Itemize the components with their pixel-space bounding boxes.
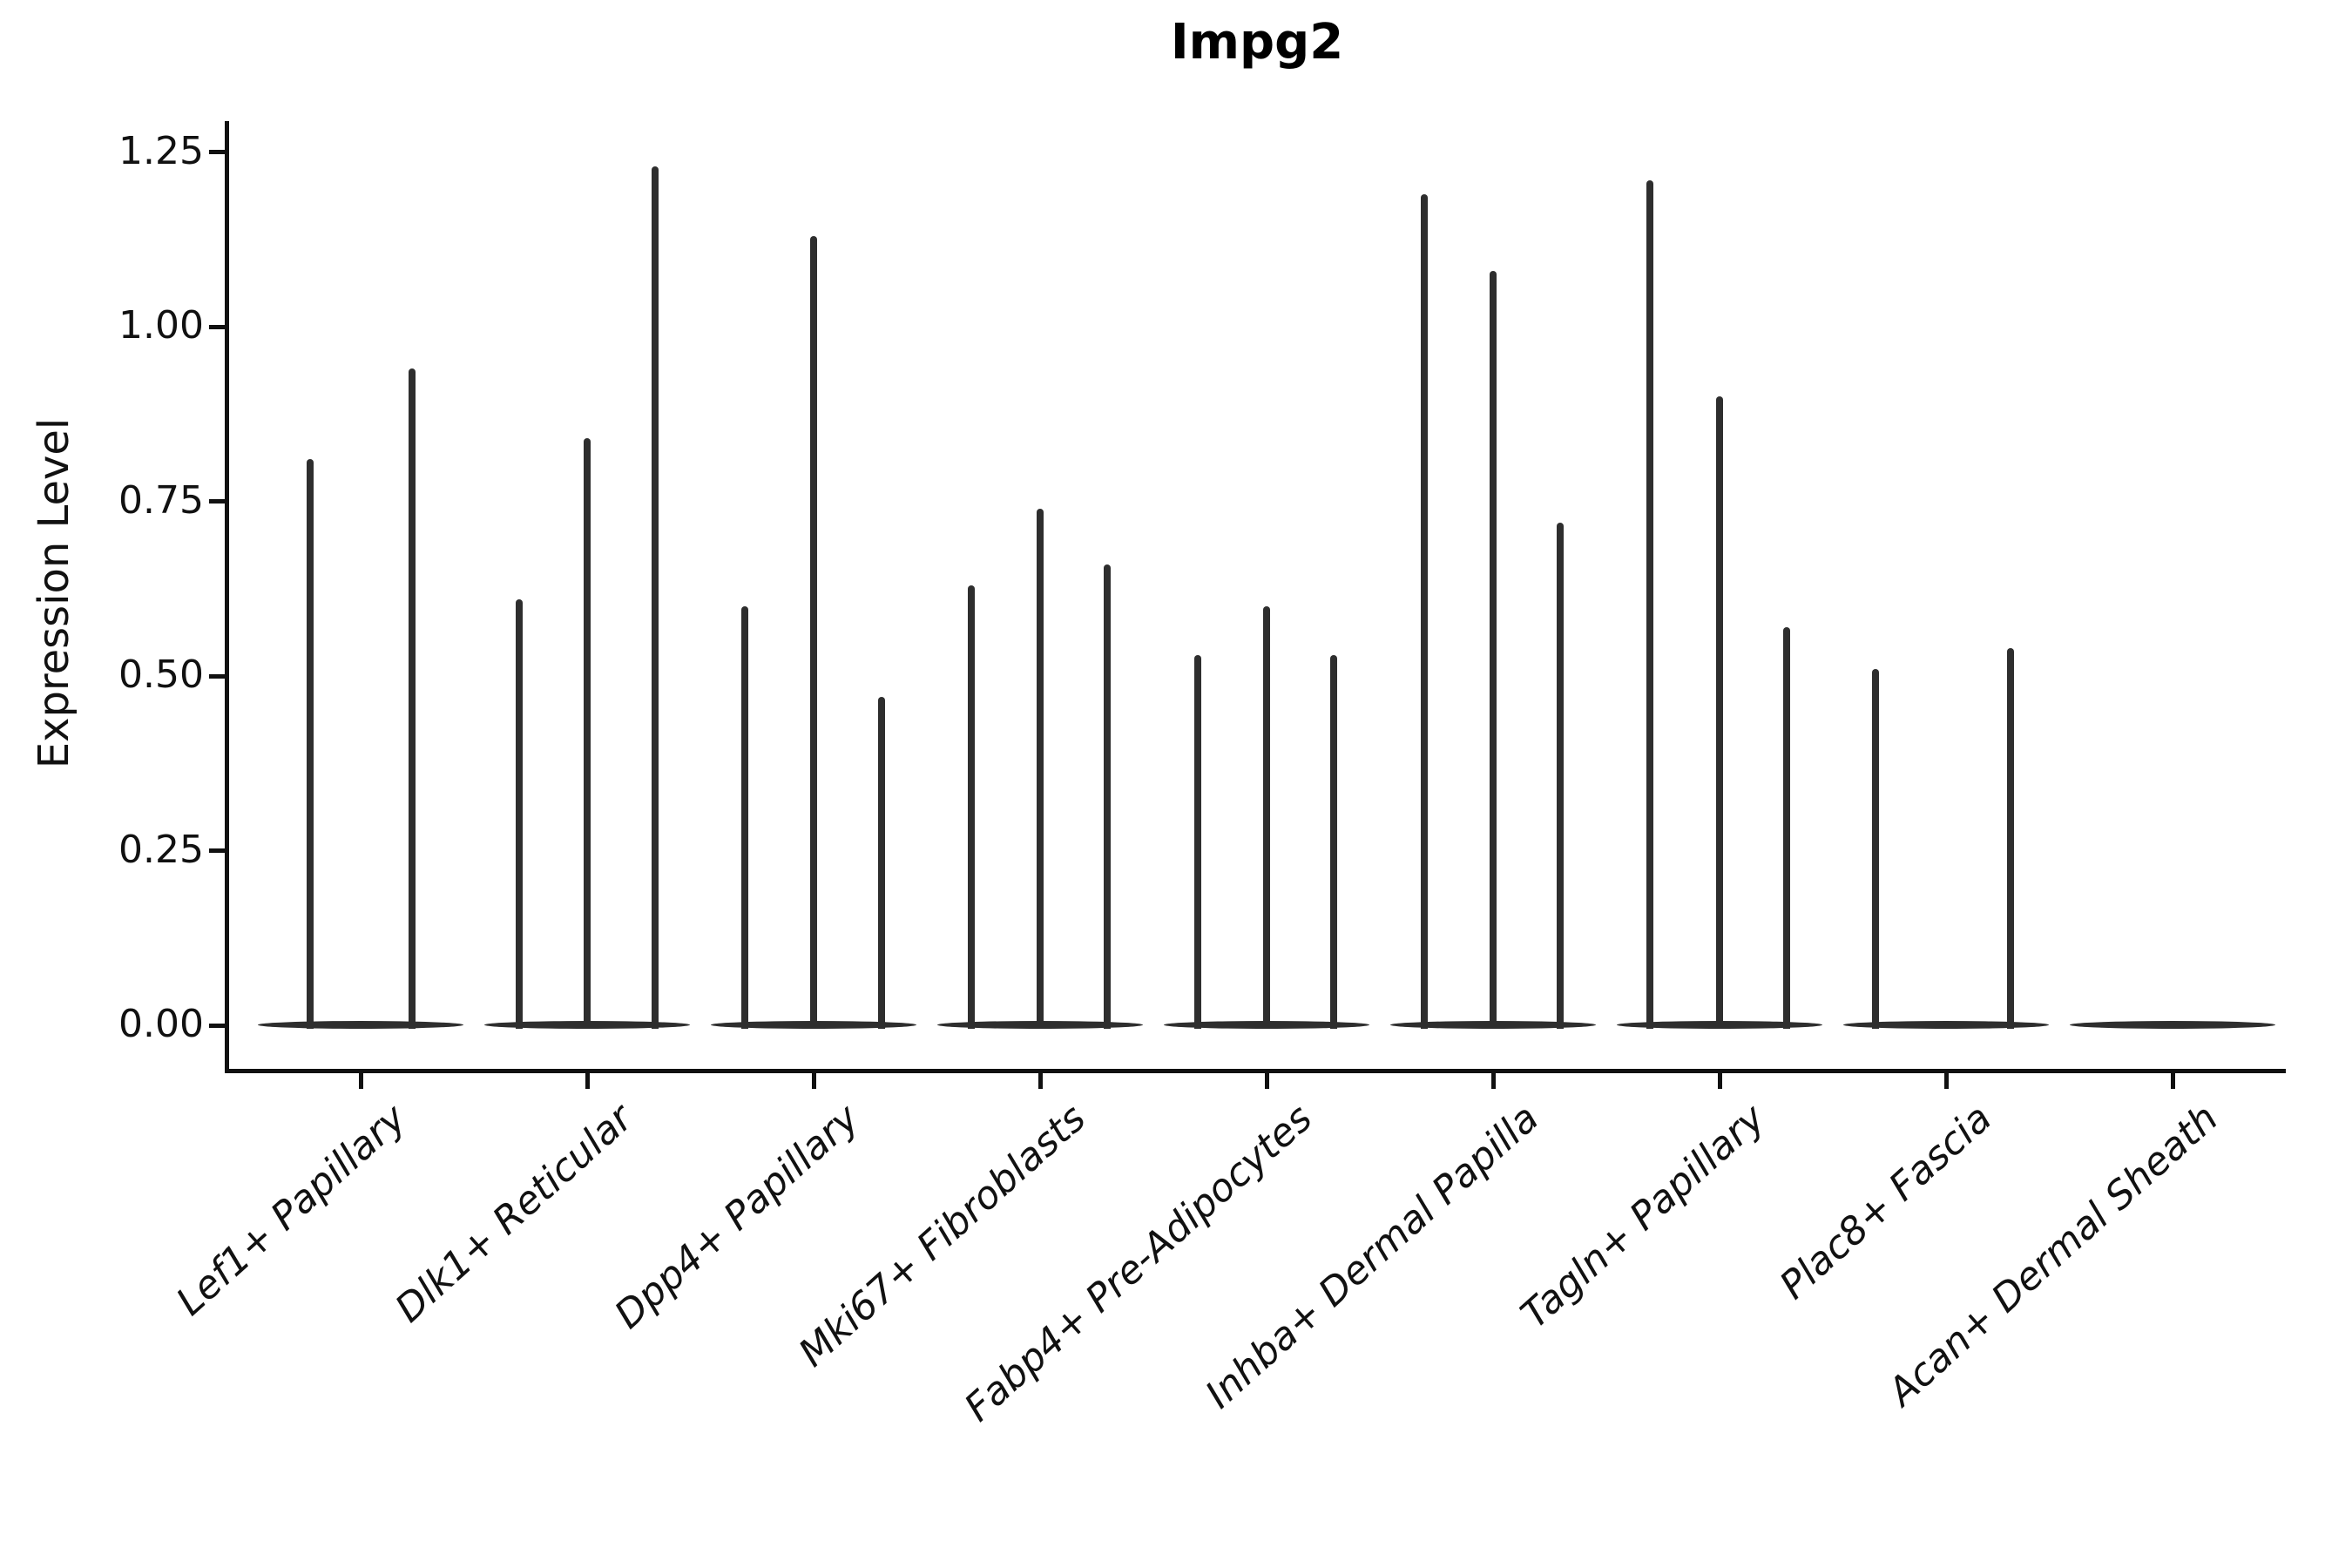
x-tick-mark [811,1073,816,1089]
violin-spike [1646,179,1653,1029]
violin-spike [1421,193,1428,1029]
violin-spike [409,368,416,1029]
violin-spike [1490,270,1497,1029]
x-tick-label: Dpp4+ Papillary [606,1096,868,1338]
violin-spike [1330,654,1337,1029]
violin-spike [1872,668,1879,1029]
violin-spike [1104,564,1111,1029]
violin-baseline [1843,1021,2049,1029]
violin-spike [878,697,885,1029]
x-tick-mark [1717,1073,1722,1089]
x-tick-label: Inhba+ Dermal Papilla [1197,1096,1548,1417]
x-tick-mark [1037,1073,1043,1089]
y-tick-mark [209,673,225,679]
y-tick-label: 0.75 [118,477,204,523]
y-axis-label: Expression Level [30,417,78,769]
x-tick-label: Fabp4+ Pre-Adipocytes [956,1096,1321,1430]
violin-spike [307,459,314,1029]
violin-spike [1263,605,1270,1029]
violin-spike [1557,522,1564,1029]
violin-spike [1783,626,1790,1029]
violin-spike [1194,654,1201,1029]
x-tick-label: Acan+ Dermal Sheath [1879,1096,2227,1415]
y-tick-label: 1.00 [118,303,204,348]
x-tick-label: Mki67+ Fibroblasts [790,1096,1095,1376]
y-tick-mark [209,499,225,504]
violin-baseline [258,1021,463,1029]
violin-spike [516,598,523,1029]
x-tick-mark [358,1073,363,1089]
y-tick-label: 0.25 [118,827,204,872]
violin-spike [968,585,975,1029]
y-tick-label: 1.25 [118,128,204,173]
y-tick-label: 0.50 [118,652,204,697]
violin-spike [741,605,748,1029]
x-axis-spine [225,1069,2286,1073]
x-tick-label: Plac8+ Fascia [1771,1096,2001,1308]
violin-spike [2007,647,2014,1029]
y-tick-mark [209,150,225,154]
chart-title: Impg2 [1170,14,1344,71]
x-tick-mark [2170,1073,2175,1089]
violin-spike [1716,396,1723,1029]
x-tick-mark [1490,1073,1496,1089]
y-tick-mark [209,848,225,853]
violin-spike [1037,508,1044,1029]
y-tick-mark [209,324,225,329]
x-tick-label: Dlk1+ Reticular [387,1096,642,1332]
y-tick-label: 0.00 [118,1002,204,1046]
x-tick-mark [1264,1073,1269,1089]
violin-spike [810,235,817,1029]
violin-spike [584,438,591,1029]
x-tick-mark [1943,1073,1949,1089]
y-tick-mark [209,1023,225,1028]
x-tick-mark [585,1073,590,1089]
y-axis-spine [225,121,229,1073]
violin-baseline [2070,1021,2275,1029]
x-tick-label: Tagln+ Papillary [1512,1096,1774,1337]
violin-spike [652,166,659,1029]
